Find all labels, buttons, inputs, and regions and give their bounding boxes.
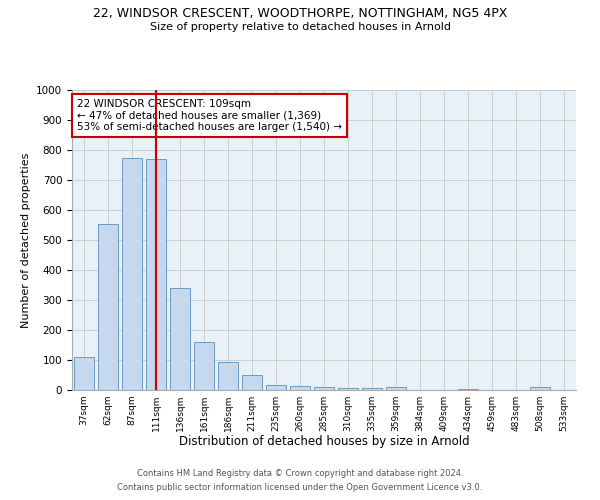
Bar xyxy=(74,357,94,390)
Text: Size of property relative to detached houses in Arnold: Size of property relative to detached ho… xyxy=(149,22,451,32)
Text: 22, WINDSOR CRESCENT, WOODTHORPE, NOTTINGHAM, NG5 4PX: 22, WINDSOR CRESCENT, WOODTHORPE, NOTTIN… xyxy=(93,8,507,20)
Y-axis label: Number of detached properties: Number of detached properties xyxy=(20,152,31,328)
Bar xyxy=(218,362,238,390)
Bar xyxy=(458,388,478,390)
Bar xyxy=(194,342,214,390)
Bar xyxy=(242,375,262,390)
Bar xyxy=(266,384,286,390)
Bar xyxy=(314,387,334,390)
Bar xyxy=(98,224,118,390)
Text: Distribution of detached houses by size in Arnold: Distribution of detached houses by size … xyxy=(179,435,469,448)
Text: 22 WINDSOR CRESCENT: 109sqm
← 47% of detached houses are smaller (1,369)
53% of : 22 WINDSOR CRESCENT: 109sqm ← 47% of det… xyxy=(77,99,342,132)
Bar xyxy=(338,388,358,390)
Bar xyxy=(146,159,166,390)
Bar xyxy=(122,158,142,390)
Bar xyxy=(386,387,406,390)
Text: Contains public sector information licensed under the Open Government Licence v3: Contains public sector information licen… xyxy=(118,484,482,492)
Text: Contains HM Land Registry data © Crown copyright and database right 2024.: Contains HM Land Registry data © Crown c… xyxy=(137,468,463,477)
Bar xyxy=(290,386,310,390)
Bar xyxy=(362,388,382,390)
Bar xyxy=(530,387,550,390)
Bar xyxy=(170,288,190,390)
